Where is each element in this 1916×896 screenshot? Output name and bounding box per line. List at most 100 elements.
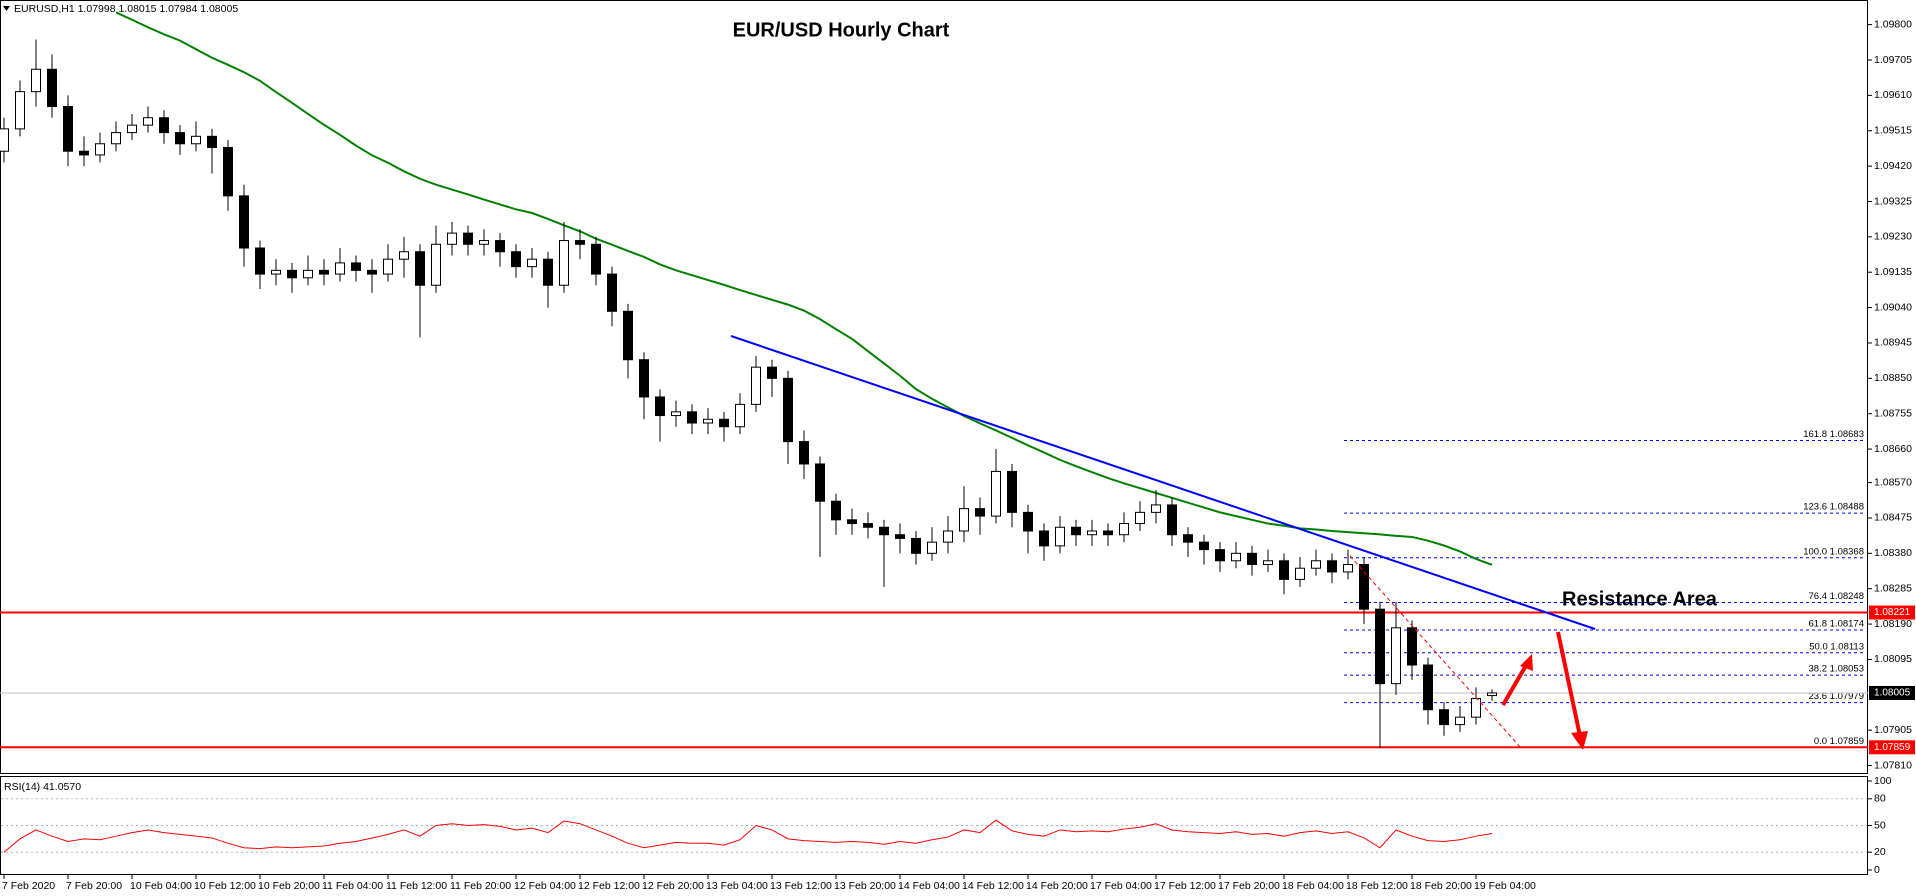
candle-body — [1183, 534, 1193, 543]
candle-body — [271, 269, 281, 275]
candle-body — [959, 508, 969, 532]
candle-body — [415, 251, 425, 286]
candle-body — [623, 310, 633, 361]
candle-body — [95, 143, 105, 156]
x-tick-label: 14 Feb 04:00 — [898, 880, 960, 892]
price-box — [1869, 685, 1915, 700]
candle-body — [1327, 560, 1337, 573]
candle-body — [143, 117, 153, 126]
candle-body — [639, 359, 649, 398]
x-tick-label: 12 Feb 20:00 — [642, 880, 704, 892]
candle-body — [671, 411, 681, 417]
candle-body — [943, 530, 953, 543]
candle-body — [607, 273, 617, 312]
y-tick-label: 1.08095 — [1874, 653, 1912, 665]
candle-body — [543, 258, 553, 286]
x-tick-label: 13 Feb 04:00 — [706, 880, 768, 892]
candle-body — [863, 523, 873, 528]
candle-body — [1295, 567, 1305, 580]
candle-body — [1455, 716, 1465, 726]
price-box-label: 1.08005 — [1874, 688, 1911, 699]
x-tick-label: 11 Feb 12:00 — [386, 880, 447, 892]
candle-body — [1247, 552, 1257, 565]
y-tick-label: 50 — [1874, 819, 1886, 831]
menu-triangle[interactable] — [3, 6, 10, 11]
candle-body — [527, 258, 537, 268]
candle-body — [1311, 560, 1321, 569]
y-tick-label: 0 — [1874, 864, 1880, 876]
candle-body — [879, 526, 889, 536]
x-tick-label: 12 Feb 12:00 — [578, 880, 640, 892]
candle-body — [1375, 608, 1385, 685]
y-tick-label: 1.09610 — [1874, 89, 1912, 101]
y-tick-label: 1.07905 — [1874, 724, 1912, 736]
candle-body — [463, 232, 473, 245]
x-tick-label: 19 Feb 04:00 — [1474, 880, 1536, 892]
candle-body — [1439, 709, 1449, 726]
candle-body — [1263, 560, 1273, 565]
candle-body — [1007, 470, 1017, 513]
candle-body — [207, 135, 217, 148]
candle-body — [31, 68, 41, 93]
fib-label: 161.8 1.08683 — [1803, 429, 1864, 440]
candle-body — [831, 500, 841, 521]
x-tick-label: 14 Feb 12:00 — [962, 880, 1024, 892]
price-box — [1869, 740, 1915, 755]
y-tick-label: 1.07810 — [1874, 759, 1912, 771]
candle-body — [1391, 627, 1401, 685]
candle-body — [847, 519, 857, 525]
y-tick-label: 1.08850 — [1874, 372, 1912, 384]
arrow-down — [1556, 631, 1582, 737]
y-tick-label: 1.08475 — [1874, 512, 1912, 524]
candle-body — [447, 232, 457, 245]
y-tick-label: 1.09420 — [1874, 160, 1912, 172]
fib-label: 61.8 1.08174 — [1809, 619, 1864, 630]
x-tick-label: 7 Feb 2020 — [2, 880, 55, 892]
x-tick-label: 12 Feb 04:00 — [514, 880, 576, 892]
candle-body — [399, 251, 409, 260]
candle-body — [479, 240, 489, 245]
price-box-label: 1.07859 — [1874, 742, 1911, 753]
y-tick-label: 1.08190 — [1874, 618, 1912, 630]
candle-body — [1231, 552, 1241, 562]
y-tick-label: 100 — [1874, 775, 1892, 787]
candle-body — [1087, 530, 1097, 536]
arrow-down-head — [1571, 731, 1588, 750]
candle-body — [1407, 627, 1417, 666]
candle-body — [927, 541, 937, 554]
fib-label: 123.6 1.08488 — [1803, 502, 1864, 513]
candle-body — [719, 418, 729, 428]
candle-body — [1135, 511, 1145, 525]
candle-body — [559, 240, 569, 286]
x-tick-label: 18 Feb 12:00 — [1346, 880, 1408, 892]
fib-label: 38.2 1.08053 — [1809, 664, 1864, 675]
y-tick-label: 20 — [1874, 846, 1886, 858]
candle-body — [1055, 526, 1065, 547]
candle-body — [79, 150, 89, 156]
y-tick-label: 1.09135 — [1874, 266, 1912, 278]
candle-body — [751, 366, 761, 405]
candle-body — [223, 146, 233, 197]
candle-body — [63, 106, 73, 152]
rsi-panel-frame — [0, 776, 1868, 875]
fib-label: 76.4 1.08248 — [1809, 591, 1864, 602]
fib-diagonal — [1349, 555, 1522, 749]
candle-body — [911, 537, 921, 554]
candle-body — [703, 418, 713, 424]
candle-body — [799, 441, 809, 465]
candle-body — [15, 91, 25, 130]
candle-body — [319, 269, 329, 275]
y-tick-label: 1.08285 — [1874, 582, 1912, 594]
candle-body — [431, 243, 441, 286]
candle-body — [1343, 563, 1353, 573]
fib-label: 100.0 1.08368 — [1803, 546, 1864, 557]
price-box-label: 1.08221 — [1874, 607, 1911, 618]
candle-body — [655, 396, 665, 417]
x-tick-label: 17 Feb 20:00 — [1218, 880, 1280, 892]
candle-body — [1119, 523, 1129, 536]
candle-body — [303, 269, 313, 279]
y-tick-label: 1.08570 — [1874, 476, 1912, 488]
x-tick-label: 18 Feb 04:00 — [1282, 880, 1344, 892]
x-tick-label: 7 Feb 20:00 — [66, 880, 122, 892]
